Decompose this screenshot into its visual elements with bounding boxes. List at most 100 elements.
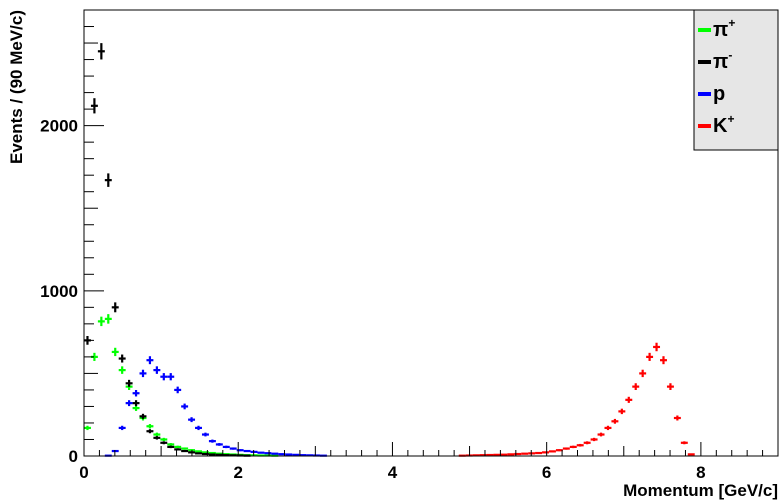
data-point (153, 436, 161, 440)
x-tick-label: 4 (388, 463, 398, 482)
data-point (188, 417, 196, 423)
data-point (666, 383, 674, 391)
data-point (174, 445, 182, 449)
data-point (243, 449, 251, 453)
legend-item: π- (698, 48, 732, 73)
data-point (639, 369, 647, 378)
data-point (195, 425, 202, 431)
data-point (229, 447, 237, 450)
data-point (139, 413, 147, 419)
data-point (486, 453, 494, 457)
plot-frame (83, 9, 779, 457)
data-point (167, 443, 175, 446)
data-point (181, 449, 189, 453)
legend-label: π- (713, 48, 732, 73)
data-point (201, 452, 209, 456)
data-point (167, 445, 175, 449)
legend-label: K+ (713, 112, 734, 137)
data-point (292, 453, 300, 456)
data-point (569, 445, 577, 449)
data-point (507, 453, 515, 456)
data-point (215, 453, 223, 456)
y-tick-label: 0 (69, 447, 78, 466)
data-point (201, 451, 209, 454)
data-point (208, 439, 216, 443)
y-tick-label: 2000 (40, 117, 78, 136)
data-point (660, 356, 667, 365)
data-point (97, 43, 105, 60)
data-point (583, 441, 591, 445)
legend-label: p (713, 83, 725, 105)
data-point (167, 373, 175, 381)
y-axis-title: Events / (90 MeV/c) (7, 10, 26, 164)
data-point (271, 452, 279, 455)
data-point (125, 379, 133, 387)
data-point (153, 432, 161, 437)
legend-item: p (698, 83, 725, 105)
data-point (132, 405, 140, 411)
data-point (687, 453, 695, 456)
data-point (611, 418, 619, 424)
x-tick-label: 6 (542, 463, 551, 482)
data-point (104, 314, 112, 324)
axes: 0 2 4 6 8 0 1000 2000 (40, 9, 779, 482)
data-point (500, 453, 508, 456)
data-point (562, 447, 570, 450)
data-point (590, 437, 598, 442)
data-point (146, 356, 154, 365)
data-point (153, 366, 161, 374)
data-point (604, 425, 612, 431)
data-point (160, 441, 168, 445)
data-point (222, 445, 230, 449)
data-point (97, 316, 105, 327)
data-point (215, 443, 223, 446)
data-point (576, 443, 584, 447)
data-point (125, 400, 133, 407)
x-tick-label: 2 (233, 463, 242, 482)
legend-label: π+ (713, 16, 735, 41)
data-point (195, 450, 202, 453)
data-point (111, 302, 119, 313)
data-point (597, 432, 605, 437)
data-point (625, 396, 633, 403)
data-point (201, 432, 209, 437)
x-tick-label: 0 (79, 463, 88, 482)
data-point (181, 403, 189, 410)
data-point (673, 415, 681, 421)
legend-item: π+ (698, 16, 735, 41)
data-point (680, 441, 688, 445)
data-point (118, 425, 126, 431)
data-point (548, 450, 556, 453)
data-point (521, 452, 529, 455)
data-point (132, 390, 140, 397)
x-tick-label: 8 (696, 463, 705, 482)
data-point (236, 449, 244, 452)
data-point (479, 454, 487, 457)
data-point (618, 408, 626, 415)
data-point (146, 424, 154, 429)
data-point (222, 454, 230, 457)
data-marks (84, 43, 695, 457)
data-point (632, 383, 640, 391)
data-point (146, 429, 154, 434)
data-point (174, 448, 182, 451)
data-point (160, 437, 168, 442)
data-point (285, 453, 293, 456)
data-point (132, 400, 140, 407)
data-point (208, 453, 216, 456)
data-point (104, 173, 112, 187)
data-point (195, 452, 202, 455)
data-point (535, 451, 543, 455)
data-point (264, 452, 272, 455)
data-point (174, 386, 182, 394)
data-point (257, 451, 265, 454)
data-point (646, 352, 654, 361)
data-point (84, 425, 91, 431)
data-point (118, 366, 126, 374)
data-point (90, 98, 98, 114)
x-axis-title: Momentum [GeV/c] (623, 481, 778, 500)
legend: π+ π-p K+ (693, 9, 779, 151)
data-point (181, 447, 189, 450)
